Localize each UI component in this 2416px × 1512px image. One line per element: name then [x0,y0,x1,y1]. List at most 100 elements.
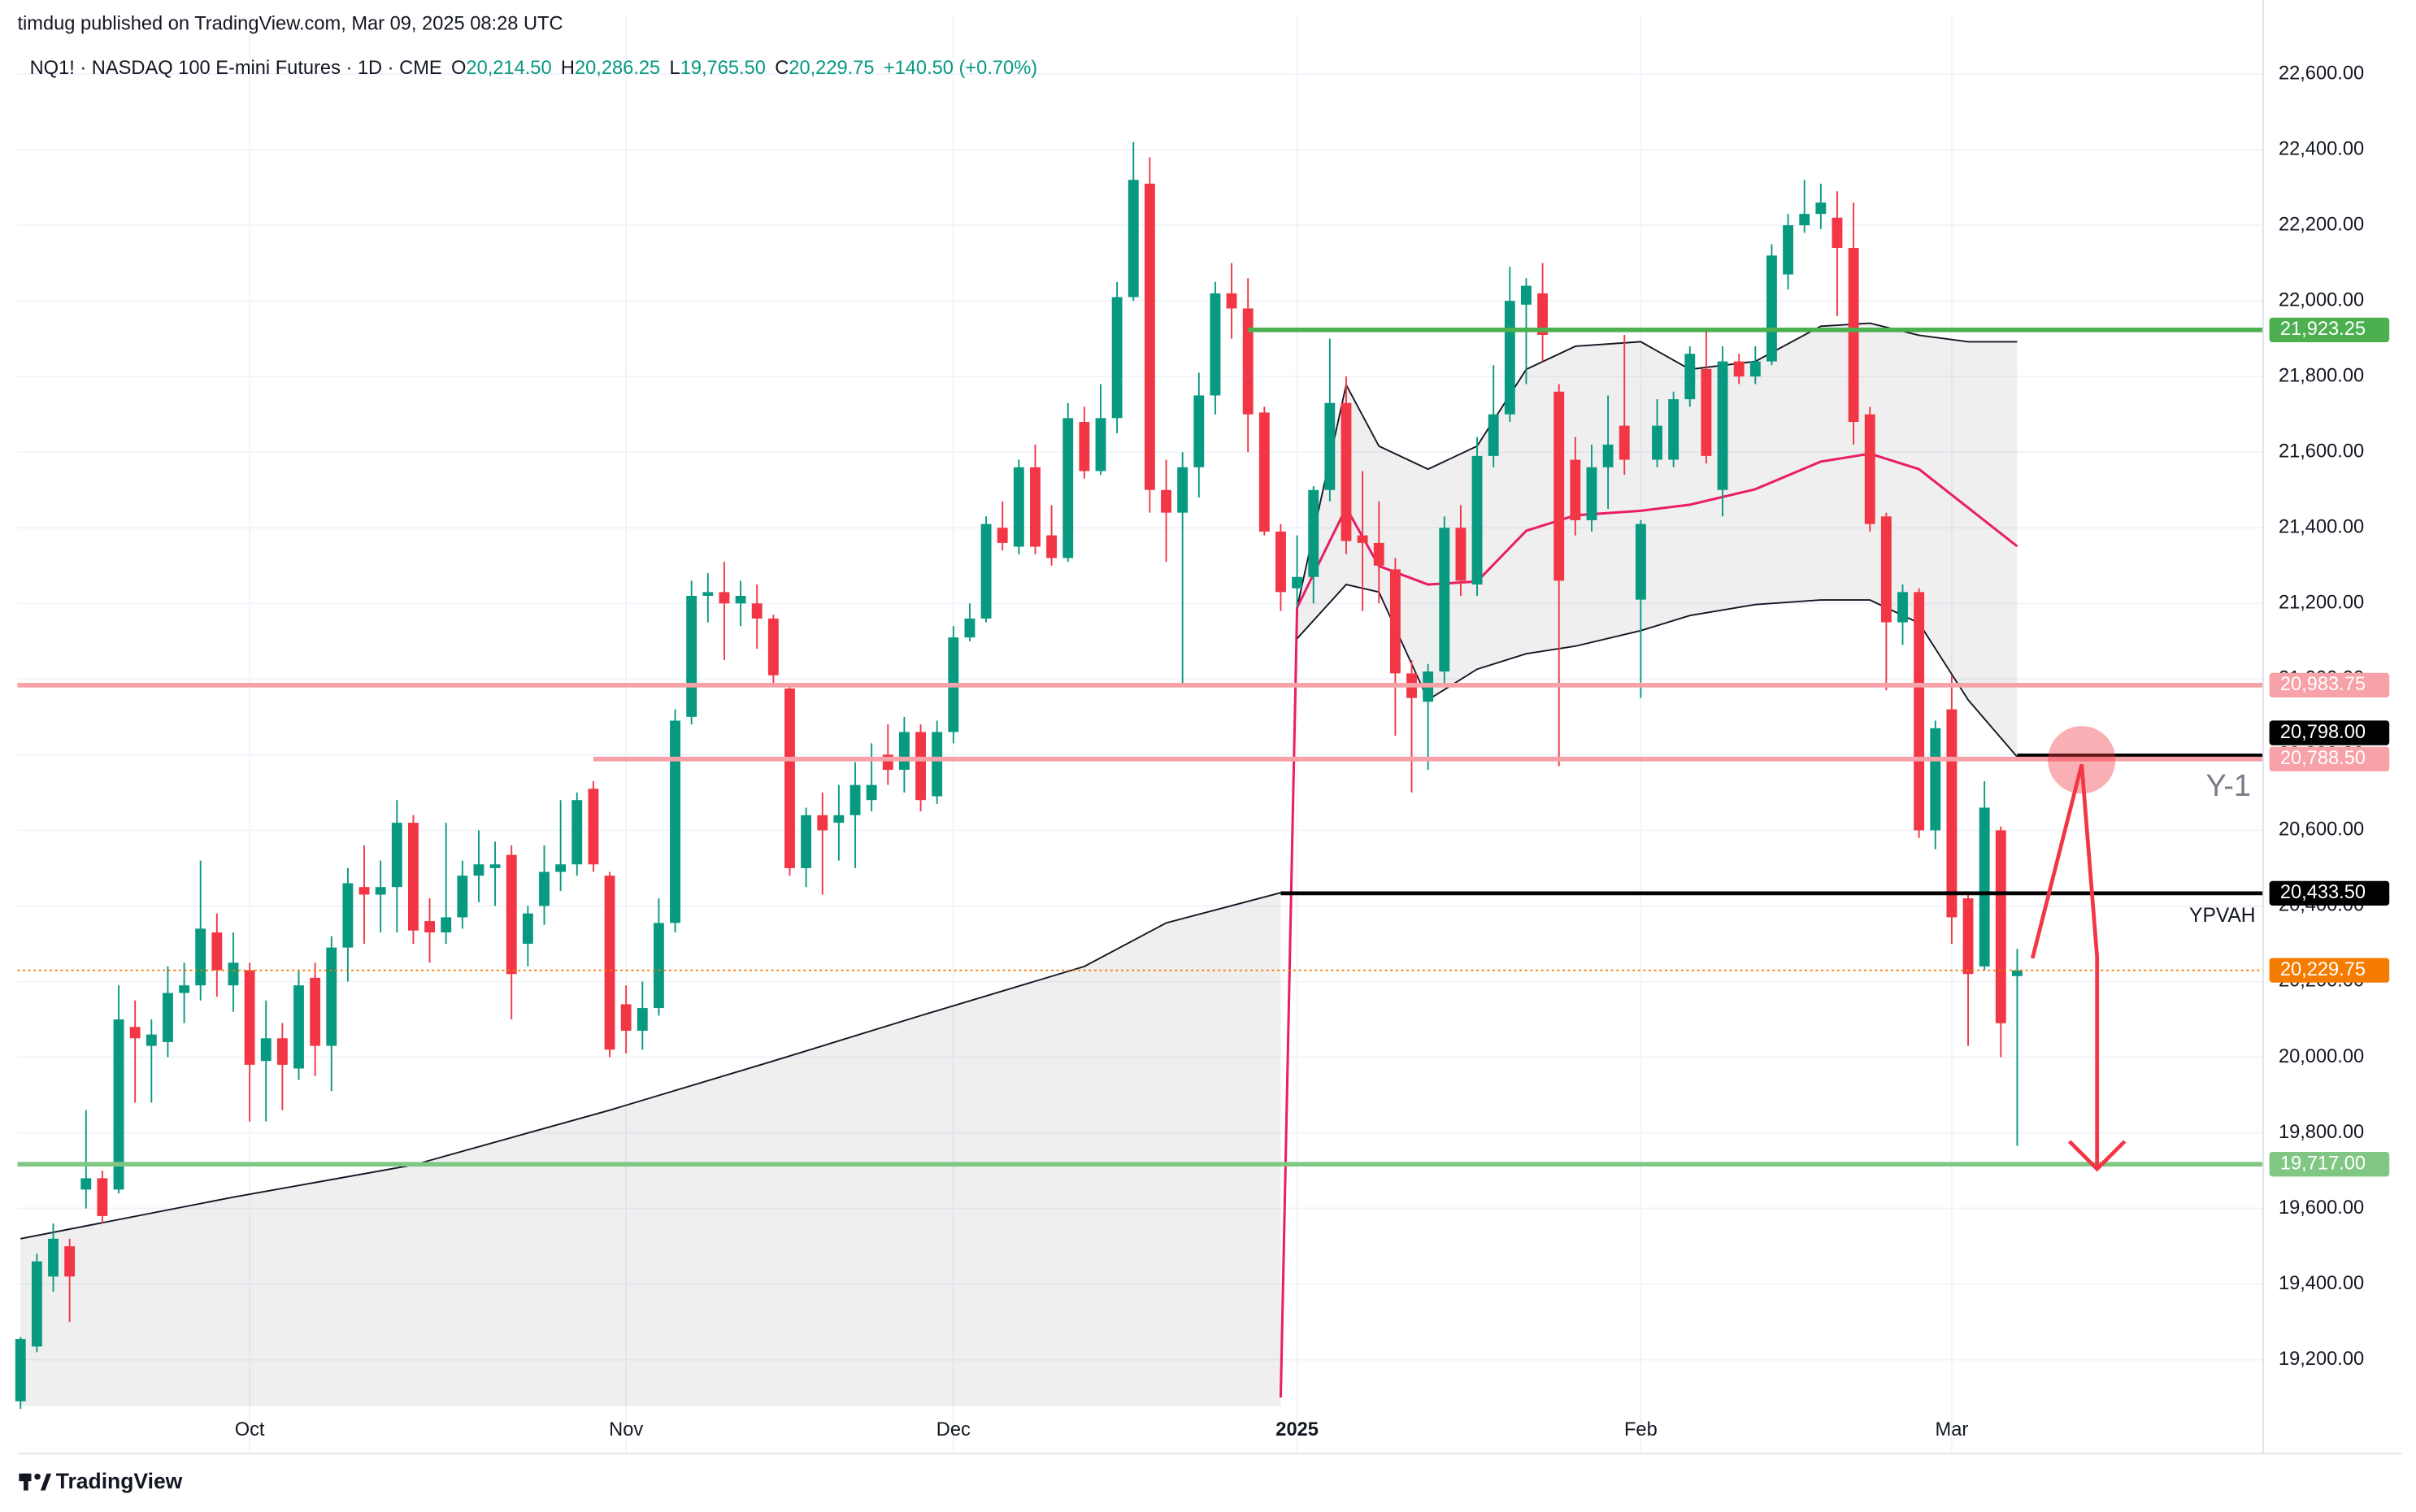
y-tick-label: 20,600.00 [2279,819,2364,841]
candle-body [1602,444,1614,467]
candle-body [211,932,223,971]
ohlc-key: C [775,58,789,79]
x-tick-label: Nov [609,1419,643,1440]
areas [20,323,2018,1406]
candle-body [358,887,370,895]
candle-body [1815,202,1827,215]
symbol: NQ1! · NASDAQ 100 E-mini Futures · 1D · … [30,58,442,79]
candle-body [1095,418,1106,471]
candle-body [833,815,845,823]
candle-body [1144,183,1155,490]
candle-body [1242,308,1254,415]
change: +140.50 (+0.70%) [884,58,1037,79]
candle-body [1455,528,1467,581]
logo-part [40,1473,52,1491]
price-label: 21,923.25 [2280,319,2366,340]
candle-body [850,784,861,815]
candle-body [1586,467,1597,520]
band-fill [1297,323,2018,758]
candle-body [31,1261,42,1347]
y-tick-label: 22,400.00 [2279,138,2364,159]
candle-body [228,962,239,986]
candle-body [1128,180,1139,298]
candle-body [571,800,583,865]
candle-body [80,1178,92,1190]
candle-body [1308,489,1319,577]
area-fill [20,893,1281,1406]
candle-body [784,688,795,868]
candle-body [506,854,517,975]
candle-body [1946,709,1958,918]
candle-body [1553,391,1565,581]
legend: NQ1! · NASDAQ 100 E-mini Futures · 1D · … [30,58,1037,79]
arrow-path [2030,763,2100,1170]
y-tick-label: 19,600.00 [2279,1197,2364,1219]
price-label: 20,798.00 [2280,722,2366,743]
candle-body [473,864,485,876]
target-circle [2048,726,2116,794]
ohlc-value: 20,229.75 [789,58,874,79]
candle-body [1652,425,1662,460]
price-label: 20,983.75 [2280,674,2366,695]
x-tick-label: Feb [1624,1419,1658,1440]
candle-body [1488,414,1499,456]
ohlc-value: 20,214.50 [466,58,551,79]
brand-logo [19,1473,52,1491]
candle-body [441,917,452,933]
candle-body [326,947,337,1046]
candle-body [1177,467,1188,513]
candle-body [801,815,812,868]
price-label-box [2269,672,2390,698]
candle-body [1504,301,1515,415]
candle-body [980,524,992,619]
candle-body [1210,293,1221,396]
price-label: 20,788.50 [2280,748,2366,769]
y-tick-label: 22,600.00 [2279,63,2364,84]
brand: TradingView [56,1469,183,1493]
y-tick-label: 19,400.00 [2279,1273,2364,1294]
candle-body [97,1178,108,1216]
candle-body [1258,412,1270,532]
x-tick-label: 2025 [1275,1419,1319,1440]
publisher: timdug published on TradingView.com, Mar… [17,14,563,35]
candle-body [64,1246,76,1277]
ohlc-key: L [670,58,680,79]
candle-body [1341,402,1352,541]
price-label-box [2269,720,2390,745]
price-label: 20,433.50 [2280,882,2366,903]
candle-body [1030,467,1041,547]
candle-body [342,883,354,948]
price-labels: 21,923.25 20,983.75 20,798.00 20,788.50 20,4… [2269,317,2390,1177]
candle-body [898,732,910,770]
axis: 19,200.00 19,400.00 19,600.00 19,800.00 20,0… [235,63,2364,1440]
price-label-box [2269,880,2390,906]
y-tick-label: 21,600.00 [2279,441,2364,462]
candle-body [1930,728,1941,831]
candle-body [735,595,746,604]
candle-body [1537,293,1549,336]
candle-body [1046,535,1058,558]
candle-body [1701,368,1712,456]
candle-body [1684,354,1696,400]
candle-body [276,1038,288,1065]
ohlc-value: 19,765.50 [680,58,766,79]
candle-body [1766,255,1777,362]
candle-body [15,1339,26,1401]
candle-body [719,592,730,604]
hlines [17,328,2264,1167]
candle-body [1995,830,2006,1023]
ohlc-value: 20,286.25 [575,58,660,79]
ohlc-key: O [451,58,466,79]
candle-body [767,618,779,676]
candle-body [1668,399,1679,460]
candle-body [1324,402,1336,490]
candle-body [1521,285,1532,305]
ohlc-key: H [561,58,575,79]
candle-body [407,823,419,931]
candle-body [1161,489,1171,513]
candle-body [1079,422,1090,471]
candle-body [1733,361,1745,377]
y-tick-label: 19,800.00 [2279,1122,2364,1143]
y-tick-label: 21,200.00 [2279,593,2364,614]
